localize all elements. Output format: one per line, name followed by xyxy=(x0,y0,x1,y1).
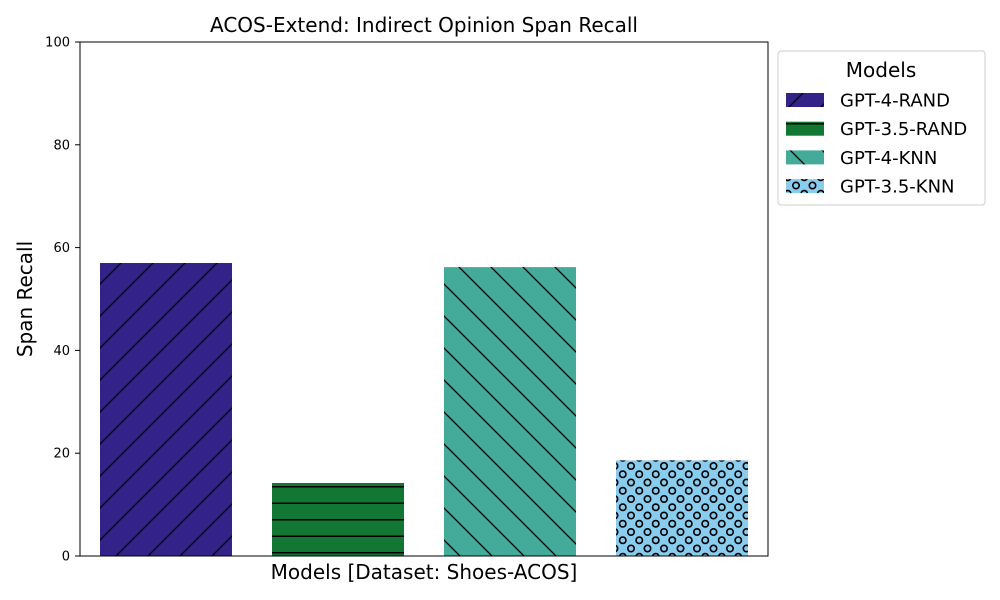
y-axis-label: Span Recall xyxy=(13,241,37,357)
legend-swatch-hatch xyxy=(786,93,824,107)
y-tick-label: 40 xyxy=(53,344,70,359)
legend-item: GPT-4-RAND xyxy=(786,91,950,112)
plot-frame xyxy=(79,41,769,557)
legend-swatch-hatch xyxy=(786,179,824,194)
legend: Models GPT-4-RAND GPT-3.5-RAND GPT-4-KNN GP… xyxy=(777,50,986,206)
bar-hatch xyxy=(616,460,748,556)
legend-item: GPT-3.5-KNN xyxy=(786,177,955,198)
bar-gpt-4-rand xyxy=(100,263,232,556)
legend-swatch-hatch xyxy=(786,150,824,165)
x-axis-label: Models [Dataset: Shoes-ACOS] xyxy=(271,560,578,584)
legend-label: GPT-4-KNN xyxy=(840,148,937,169)
y-tick-label: 100 xyxy=(45,36,70,51)
y-tick-label: 20 xyxy=(53,447,70,462)
chart-title: ACOS-Extend: Indirect Opinion Span Recal… xyxy=(210,13,638,37)
bar-gpt-3.5-knn xyxy=(616,460,748,556)
bar-gpt-3.5-rand xyxy=(272,483,404,556)
legend-item: GPT-4-KNN xyxy=(786,148,937,169)
bar-gpt-4-knn xyxy=(444,267,576,556)
legend-swatch-hatch xyxy=(786,121,824,136)
bar-hatch xyxy=(100,263,232,556)
y-tick-label: 0 xyxy=(62,550,70,565)
legend-item: GPT-3.5-RAND xyxy=(786,119,967,140)
bar-hatch xyxy=(272,483,404,556)
legend-label: GPT-3.5-RAND xyxy=(840,119,967,140)
legend-frame xyxy=(777,50,986,206)
bar-hatch xyxy=(444,267,576,556)
y-tick-label: 60 xyxy=(53,241,70,256)
bars-group xyxy=(100,263,748,556)
legend-label: GPT-4-RAND xyxy=(840,91,950,112)
legend-label: GPT-3.5-KNN xyxy=(840,177,955,198)
y-axis-ticks: 0 20 40 60 80 100 xyxy=(45,36,80,565)
legend-title: Models xyxy=(846,58,916,82)
y-tick-label: 80 xyxy=(53,138,70,153)
